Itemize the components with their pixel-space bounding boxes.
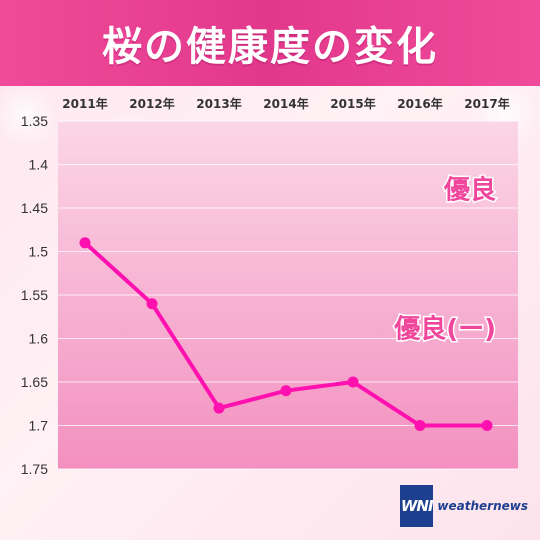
data-point [213,402,225,414]
chart-title: 桜の健康度の変化 [102,24,438,70]
x-tick-label: 2012年 [129,96,174,111]
y-tick-label: 1.75 [21,461,48,477]
weathernews-logo: WNI weathernews [400,482,528,530]
decorative-petal [0,80,60,150]
title-bar: 桜の健康度の変化 [0,0,540,86]
data-point [79,237,91,249]
weathernews-logo-icon: WNI [400,485,434,527]
x-axis-ticks: 2011年 2012年 2013年 2014年 2015年 2016年 2017年 [62,96,509,111]
data-point [347,376,359,388]
band-label: 優良(ー) [393,313,496,344]
data-point [280,385,292,397]
y-tick-label: 1.35 [21,113,48,129]
y-tick-label: 1.45 [21,200,48,216]
y-axis-ticks: 1.35 1.4 1.45 1.5 1.55 1.6 1.65 1.7 1.75 [21,113,48,477]
y-tick-label: 1.7 [29,418,49,434]
y-tick-label: 1.65 [21,374,48,390]
data-point [481,420,493,431]
x-tick-label: 2013年 [196,96,241,111]
y-tick-label: 1.4 [29,157,49,173]
y-tick-label: 1.6 [29,331,49,347]
x-tick-label: 2014年 [263,96,308,111]
x-tick-label: 2016年 [397,96,442,111]
logo-text: weathernews [437,499,528,513]
y-tick-label: 1.5 [29,244,49,260]
gridlines [58,120,518,470]
data-points [79,237,493,431]
x-tick-label: 2017年 [464,96,509,111]
data-point [146,298,158,310]
x-tick-label: 2015年 [330,96,375,111]
data-point [414,420,426,431]
y-tick-label: 1.55 [21,287,48,303]
x-tick-label: 2011年 [62,96,107,111]
band-label: 優良 [443,174,496,205]
